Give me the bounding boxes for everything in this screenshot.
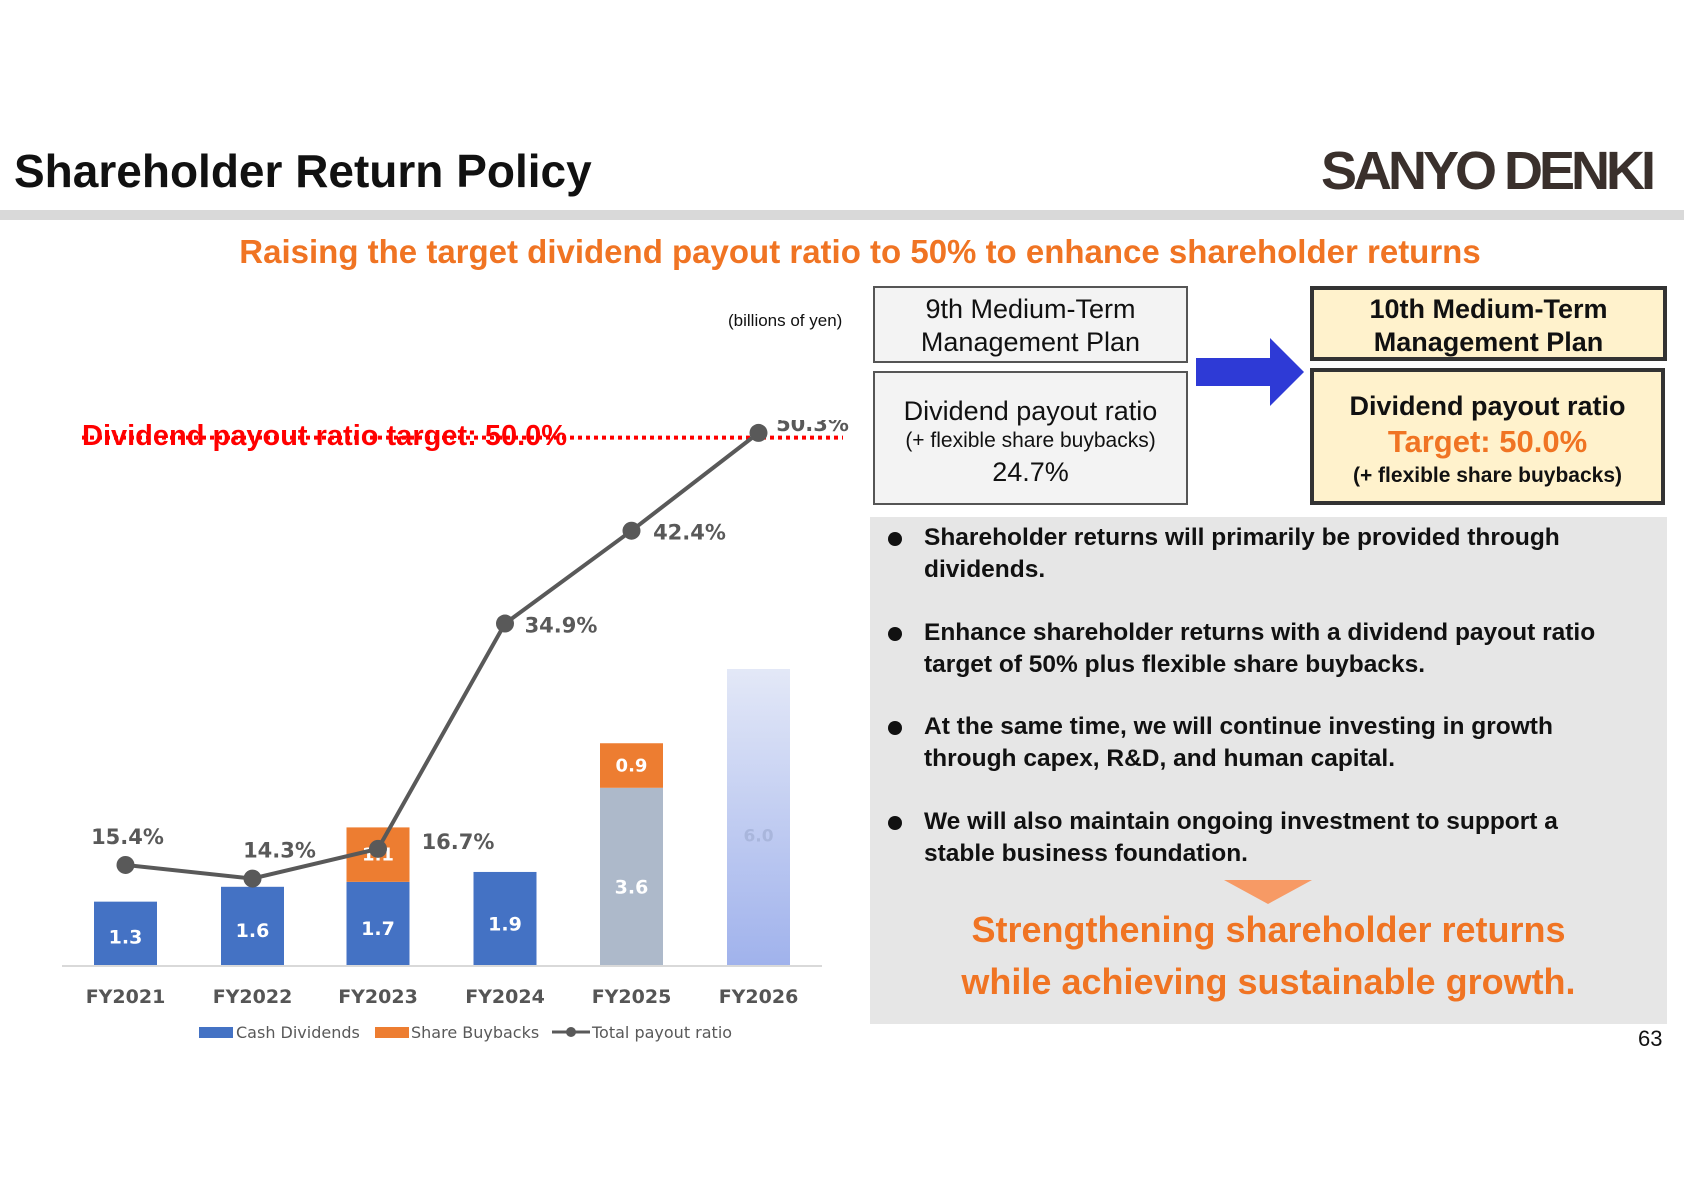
chart-unit-label: (billions of yen) [728, 311, 843, 330]
tenth-plan-header-line1: 10th Medium-Term [1369, 294, 1608, 324]
bar-cash-dividends [94, 901, 157, 966]
payout-ratio-point [622, 521, 641, 540]
bar-label-cash: 1.7 [361, 918, 395, 940]
legend-label-ratio: Total payout ratio [591, 1023, 732, 1042]
legend-label-cash: Cash Dividends [236, 1023, 360, 1042]
legend-swatch-ratio-point [566, 1027, 576, 1037]
ninth-plan-header: 9th Medium-Term Management Plan [873, 286, 1188, 363]
bar-cash-dividends [346, 881, 410, 966]
bar-label-buybacks: 0.9 [616, 756, 648, 777]
legend-swatch-cash [199, 1027, 233, 1038]
bars-group: 1.31.61.71.11.93.60.96.0 [94, 669, 790, 966]
bar-label-cash: 1.9 [488, 914, 522, 936]
legend-label-buybacks: Share Buybacks [411, 1023, 539, 1042]
bar-label-cash: 3.6 [615, 877, 649, 899]
conclusion-line: Strengthening shareholder returns [971, 909, 1566, 950]
x-tick-label: FY2023 [338, 986, 418, 1008]
x-tick-label: FY2025 [592, 986, 672, 1008]
bar-share-buybacks [600, 743, 663, 788]
payout-ratio-label: 34.9% [525, 614, 598, 638]
bar-cash-dividends [727, 669, 790, 966]
bullet-dot-icon [888, 627, 902, 641]
payout-ratio-label: 16.7% [422, 830, 495, 854]
payout-ratio-label: 50.3% [776, 420, 849, 436]
bullet-line: stable business foundation. [924, 840, 1248, 867]
axis-group: FY2021 FY2022 FY2023 FY2024 FY2025 FY2026 [62, 965, 822, 1008]
payout-ratio-point [243, 869, 262, 888]
bar-label-cash: 1.6 [236, 920, 270, 942]
target-label: Dividend payout ratio target: 50.0% [82, 420, 567, 452]
ninth-plan-header-line1: 9th Medium-Term [925, 294, 1136, 324]
bullet-dot-icon [888, 721, 902, 735]
page-number: 63 [1638, 1026, 1663, 1051]
bar-label-cash: 6.0 [743, 826, 773, 846]
bar-cash-dividends [600, 787, 663, 966]
payout-ratio-point [116, 855, 135, 874]
bar-cash-dividends [221, 886, 284, 966]
tenth-plan-header: 10th Medium-Term Management Plan [1310, 286, 1667, 361]
conclusion-text: Strengthening shareholder returns while … [870, 904, 1667, 1008]
payout-ratio-point [369, 839, 387, 858]
tenth-plan-buyback-note: (+ flexible share buybacks) [1352, 464, 1623, 487]
bullet-line: through capex, R&D, and human capital. [924, 745, 1396, 772]
ninth-plan-ratio-value: 24.7% [992, 457, 1069, 487]
bullet-line: Enhance shareholder returns with a divid… [924, 619, 1596, 646]
payout-ratio-label: 15.4% [91, 825, 164, 849]
payout-line-group: 15.4% 14.3% 16.7% 34.9% 42.4% 50.3% [91, 420, 849, 888]
payout-ratio-label: 14.3% [243, 839, 316, 863]
legend-group: Cash Dividends Share Buybacks Total payout… [199, 1023, 732, 1042]
legend-swatch-buybacks [375, 1027, 409, 1038]
bullet-line: target of 50% plus flexible share buybac… [924, 651, 1426, 678]
ninth-plan-header-line2: Management Plan [920, 327, 1141, 357]
x-tick-label: FY2022 [213, 986, 293, 1008]
bullet-line: dividends. [924, 556, 1046, 583]
right-arrow-icon [1196, 338, 1304, 406]
tenth-plan-header-line2: Management Plan [1373, 327, 1604, 357]
bullet-dot-icon [888, 816, 902, 830]
payout-ratio-point [749, 423, 768, 442]
ninth-plan-buyback-note: (+ flexible share buybacks) [905, 429, 1156, 452]
title-divider [0, 210, 1684, 220]
bullet-line: Shareholder returns will primarily be pr… [924, 524, 1560, 551]
policy-panel [870, 517, 1667, 1024]
x-tick-label: FY2021 [86, 986, 166, 1008]
company-logo: SANYO DENKI [1320, 141, 1656, 201]
x-tick-label: FY2026 [719, 986, 799, 1008]
bullet-line: We will also maintain ongoing investment… [924, 808, 1558, 835]
ninth-plan-body: Dividend payout ratio (+ flexible share … [873, 371, 1188, 505]
page-title: Shareholder Return Policy [14, 145, 592, 197]
conclusion-line: while achieving sustainable growth. [961, 961, 1576, 1002]
page-subtitle: Raising the target dividend payout ratio… [239, 233, 1481, 270]
tenth-plan-target: Target: 50.0% [1387, 424, 1588, 459]
bar-cash-dividends [473, 871, 537, 966]
x-tick-label: FY2024 [465, 986, 545, 1008]
payout-ratio-point [496, 614, 514, 633]
down-triangle-icon [1224, 880, 1312, 904]
tenth-plan-body: Dividend payout ratio Target: 50.0% (+ f… [1310, 368, 1665, 505]
bullet-dot-icon [888, 532, 902, 546]
ninth-plan-ratio-label: Dividend payout ratio [903, 396, 1158, 426]
bullet-line: At the same time, we will continue inves… [924, 713, 1553, 740]
bar-label-cash: 1.3 [109, 927, 143, 949]
payout-ratio-label: 42.4% [653, 521, 726, 545]
payout-chart: Dividend payout ratio target: 50.0% 1.3 1… [62, 420, 849, 1042]
tenth-plan-ratio-label: Dividend payout ratio [1349, 391, 1626, 421]
target-line-group: Dividend payout ratio target: 50.0% [82, 420, 843, 452]
payout-ratio-line [125, 431, 760, 881]
